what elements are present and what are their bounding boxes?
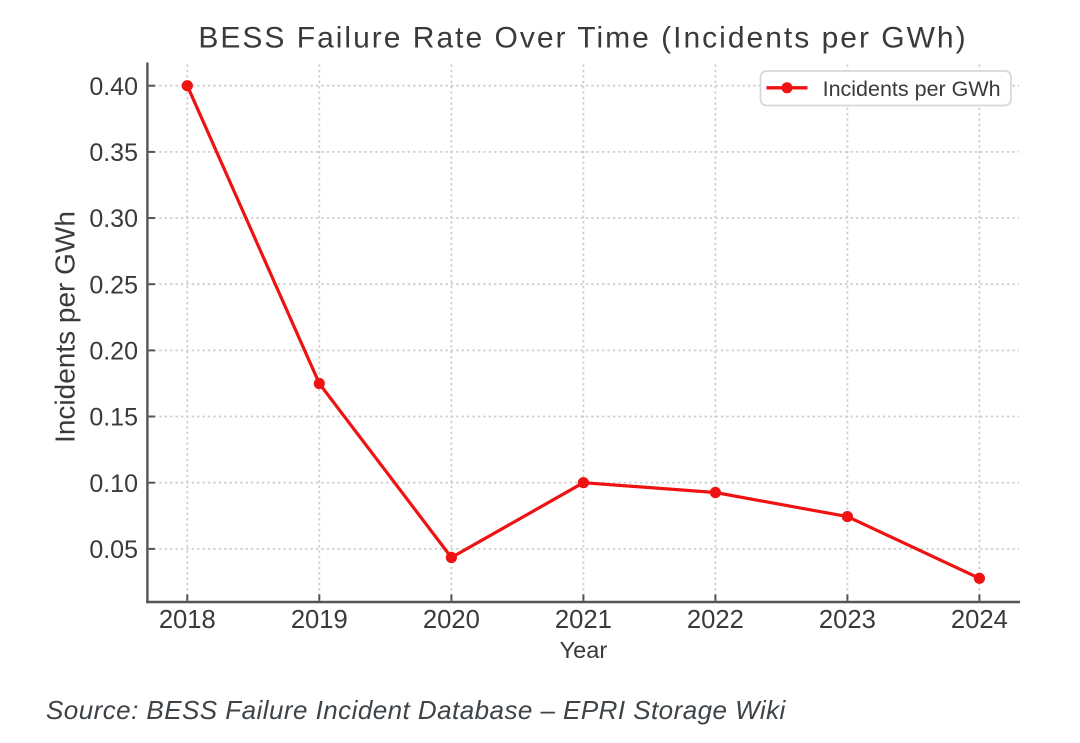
svg-text:BESS Failure Rate Over Time (I: BESS Failure Rate Over Time (Incidents p… <box>198 21 967 54</box>
svg-text:0.15: 0.15 <box>89 404 138 432</box>
svg-text:2019: 2019 <box>291 606 348 634</box>
svg-text:0.25: 0.25 <box>89 271 138 299</box>
svg-text:2022: 2022 <box>687 606 744 634</box>
svg-text:0.30: 0.30 <box>89 205 138 233</box>
svg-text:0.35: 0.35 <box>89 139 138 167</box>
svg-text:0.40: 0.40 <box>89 73 138 101</box>
svg-text:2021: 2021 <box>555 606 612 634</box>
svg-text:2023: 2023 <box>819 606 876 634</box>
svg-text:Incidents per GWh: Incidents per GWh <box>823 77 1001 101</box>
svg-text:2024: 2024 <box>951 606 1008 634</box>
svg-text:2018: 2018 <box>159 606 216 634</box>
svg-text:0.05: 0.05 <box>89 536 138 564</box>
svg-text:Year: Year <box>560 637 608 663</box>
svg-text:2020: 2020 <box>423 606 480 634</box>
svg-text:Incidents per GWh: Incidents per GWh <box>50 211 81 443</box>
svg-text:0.20: 0.20 <box>89 338 138 366</box>
svg-text:Source: BESS Failure Incident: Source: BESS Failure Incident Database –… <box>46 695 787 725</box>
svg-text:0.10: 0.10 <box>89 470 138 498</box>
